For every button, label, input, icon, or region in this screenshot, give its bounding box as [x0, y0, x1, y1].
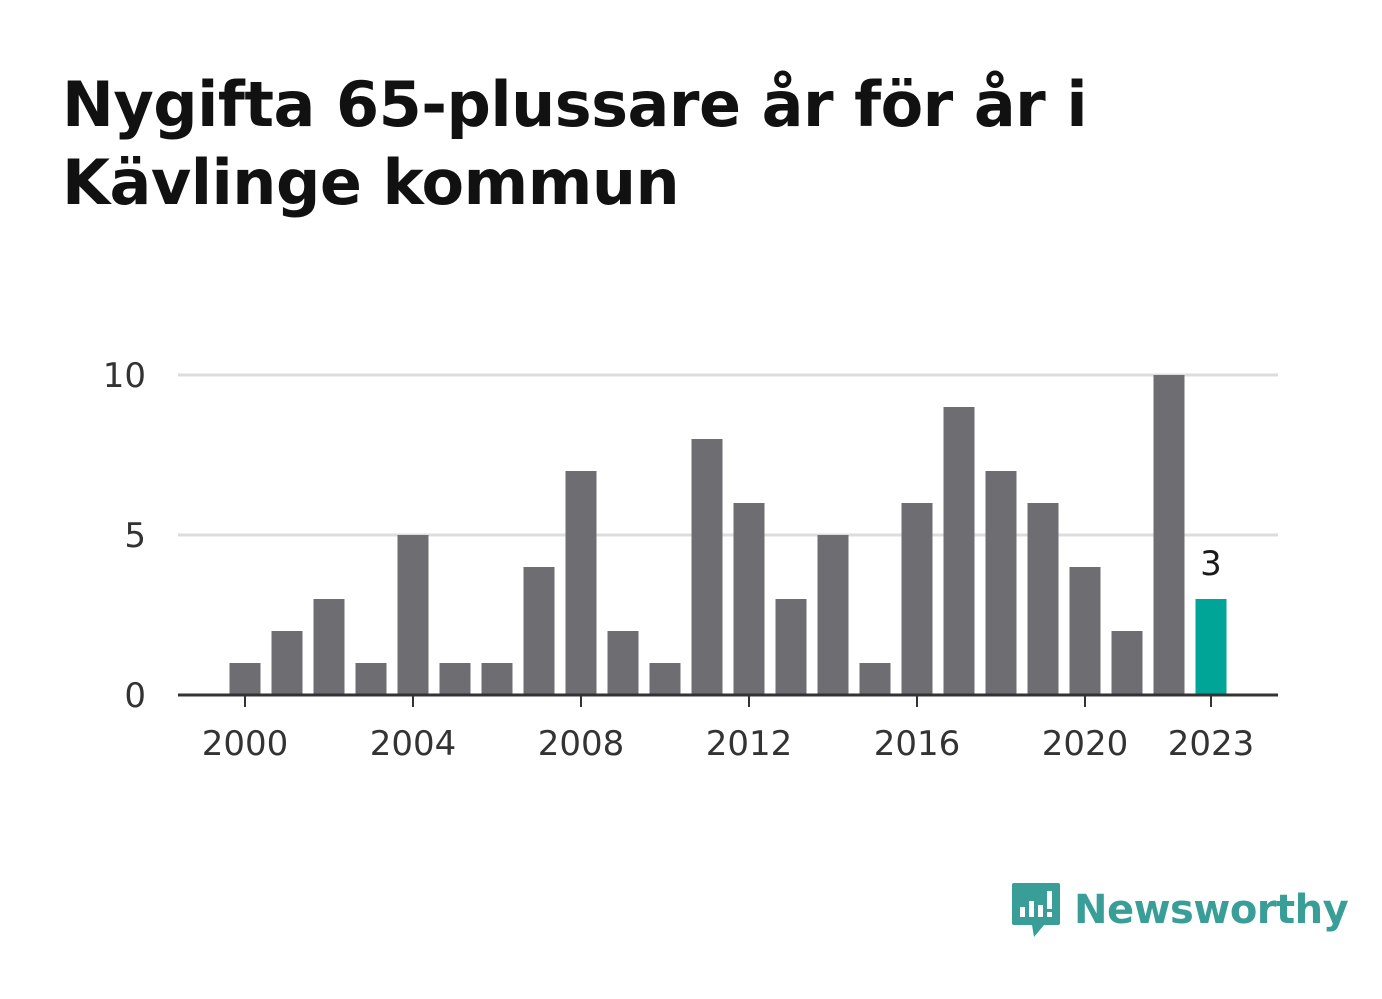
x-tick-label: 2012	[706, 724, 793, 764]
x-tick-label: 2000	[202, 724, 289, 764]
newsworthy-logo-icon	[1012, 883, 1060, 937]
x-tick-label: 2020	[1042, 724, 1129, 764]
x-tick-label: 2016	[874, 724, 961, 764]
bar-2018	[985, 471, 1017, 695]
y-tick-label: 10	[103, 356, 146, 396]
bar-2022	[1153, 375, 1185, 695]
y-tick-label: 5	[124, 516, 146, 556]
bar-2006	[481, 663, 513, 695]
newsworthy-brand: Newsworthy	[1010, 878, 1349, 942]
bar-2019	[1027, 503, 1059, 695]
bar-2017	[943, 407, 975, 695]
bar-2015	[859, 663, 891, 695]
bar-2021	[1111, 631, 1143, 695]
bar-2012	[733, 503, 765, 695]
bar-2020	[1069, 567, 1101, 695]
bar-2007	[523, 567, 555, 695]
x-tick-label: 2004	[370, 724, 457, 764]
y-tick-label: 0	[124, 676, 146, 716]
brand-name: Newsworthy	[1074, 887, 1349, 933]
chart-title: Nygifta 65-plussare år för år i Kävlinge…	[62, 68, 1088, 219]
bar-2016	[901, 503, 933, 695]
bar-2005	[439, 663, 471, 695]
bar-2004	[397, 535, 429, 695]
bar-2001	[271, 631, 303, 695]
bar-2008	[565, 471, 597, 695]
labels: 0 5 10 3 2000 2004 2008 2012 2016 2020 2023	[103, 356, 1255, 764]
data-label-2023: 3	[1200, 544, 1222, 584]
bar-2014	[817, 535, 849, 695]
grid-lines	[178, 373, 1278, 537]
bar-2003	[355, 663, 387, 695]
bar-2011	[691, 439, 723, 695]
bar-2013	[775, 599, 807, 695]
bar-2000	[229, 663, 261, 695]
bar-2009	[607, 631, 639, 695]
bar-2010	[649, 663, 681, 695]
x-tick-label: 2008	[538, 724, 625, 764]
x-tick-label: 2023	[1168, 724, 1255, 764]
axes	[178, 693, 1278, 707]
bar-2002	[313, 599, 345, 695]
bars	[229, 375, 1227, 695]
bar-2023	[1195, 599, 1227, 695]
